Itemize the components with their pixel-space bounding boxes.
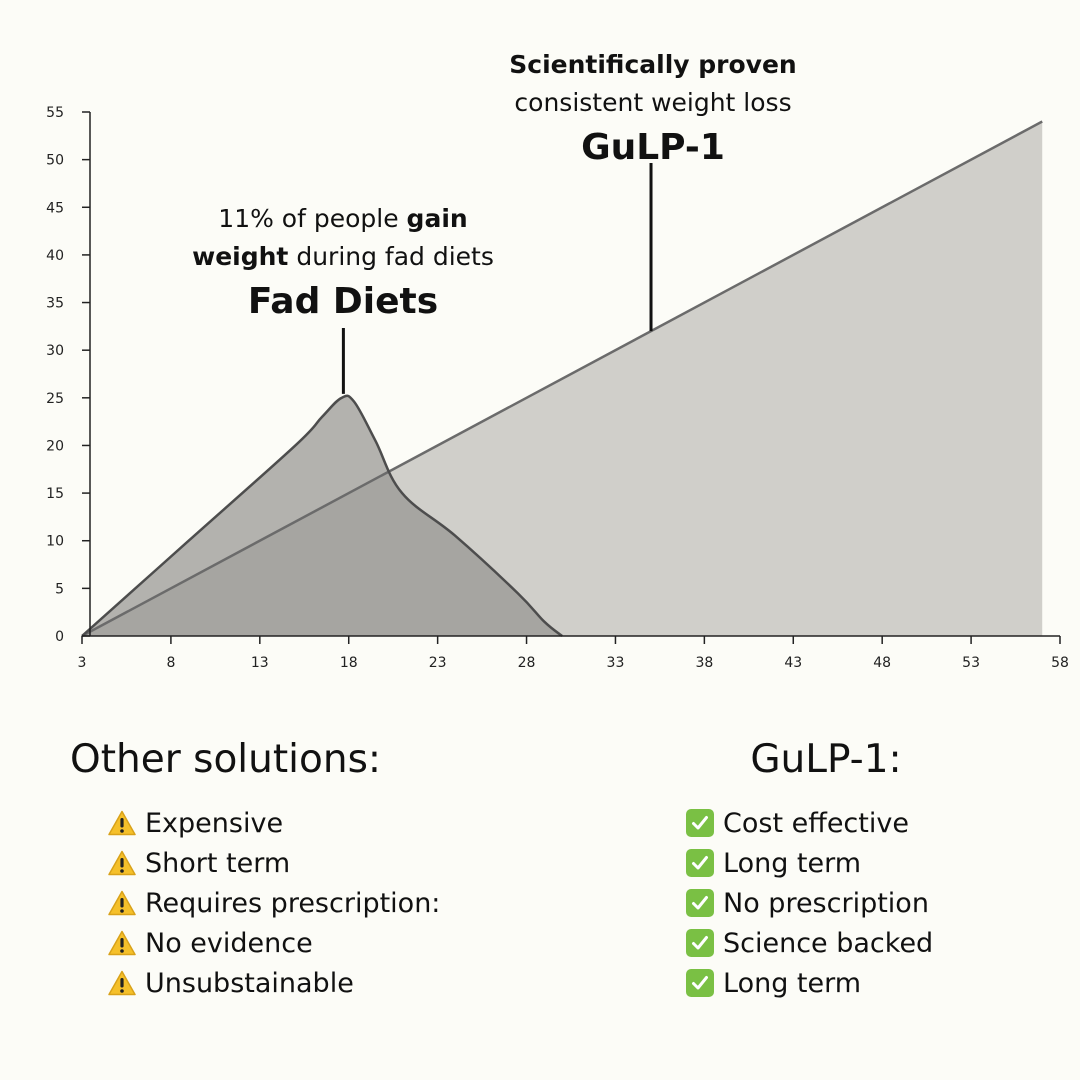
- gulp-benefit-item: Long term: [686, 963, 1000, 1003]
- y-tick-label: 15: [46, 486, 64, 502]
- warning-icon: [108, 890, 136, 916]
- x-tick-label: 3: [78, 655, 87, 671]
- check-icon: [686, 809, 714, 837]
- x-tick-label: 53: [962, 655, 980, 671]
- gulp-benefit-item: No prescription: [686, 883, 1000, 923]
- other-solution-item: Expensive: [108, 803, 440, 843]
- gulp-benefit-item: Long term: [686, 843, 1000, 883]
- y-tick-label: 20: [46, 438, 64, 454]
- other-solution-item-label: Expensive: [145, 807, 284, 839]
- x-tick-label: 58: [1051, 655, 1069, 671]
- y-tick-label: 40: [46, 248, 64, 264]
- overlap-area: [82, 395, 563, 636]
- y-tick-label: 30: [46, 343, 64, 359]
- fad-annotation-line2-bold: weight: [192, 242, 289, 271]
- x-tick-label: 38: [695, 655, 713, 671]
- gulp-annotation-label: GuLP-1: [581, 127, 725, 168]
- fad-diets-line: [81, 394, 563, 637]
- gulp-benefits-list: Cost effective Long term No prescription Sc…: [660, 803, 1000, 1003]
- fad-annotation-line1-pre: 11% of people: [218, 204, 407, 233]
- fad-annotation-line2-post: during fad diets: [288, 242, 494, 271]
- fad-annotation: 11% of people gain weight during fad die…: [143, 200, 543, 326]
- x-tick-label: 8: [166, 655, 175, 671]
- warning-icon: [108, 930, 136, 956]
- other-solution-item: Short term: [108, 843, 440, 883]
- warning-icon: [108, 810, 136, 836]
- x-tick-label: 13: [251, 655, 269, 671]
- y-tick-label: 50: [46, 153, 64, 169]
- other-solutions-list: Expensive Short term Requires prescription…: [70, 803, 440, 1003]
- fad-annotation-line1-bold: gain: [406, 204, 468, 233]
- y-tick-label: 45: [46, 200, 64, 216]
- x-tick-label: 28: [518, 655, 536, 671]
- other-solution-item-label: Requires prescription:: [145, 887, 441, 919]
- gulp-benefit-item: Science backed: [686, 923, 1000, 963]
- other-solution-item-label: Unsubstainable: [145, 967, 354, 999]
- gulp-benefit-item-label: Long term: [723, 967, 862, 999]
- fad-annotation-label: Fad Diets: [247, 281, 439, 322]
- gulp-annotation: Scientifically proven consistent weight …: [453, 46, 853, 172]
- check-icon: [686, 889, 714, 917]
- y-tick-label: 25: [46, 391, 64, 407]
- y-tick-label: 5: [55, 581, 64, 597]
- gulp-benefit-item: Cost effective: [686, 803, 1000, 843]
- gulp-benefit-item-label: Long term: [723, 847, 862, 879]
- x-tick-label: 48: [873, 655, 891, 671]
- other-solutions-title: Other solutions:: [70, 737, 382, 782]
- x-tick-label: 18: [340, 655, 358, 671]
- y-tick-label: 35: [46, 296, 64, 312]
- gulp-benefit-item-label: Science backed: [723, 927, 934, 959]
- y-tick-label: 0: [55, 629, 64, 645]
- gulp-annotation-line1: Scientifically proven: [509, 50, 797, 79]
- gulp-annotation-line2: consistent weight loss: [514, 88, 792, 117]
- other-solutions-panel: Other solutions: Expensive Short term Requ…: [70, 735, 440, 1003]
- other-solution-item-label: Short term: [145, 847, 291, 879]
- gulp-benefits-title: GuLP-1:: [750, 737, 902, 782]
- gulp-line: [81, 120, 1043, 638]
- gulp-benefit-item-label: No prescription: [723, 887, 929, 919]
- x-tick-label: 43: [784, 655, 802, 671]
- gulp-benefits-panel: GuLP-1: Cost effective Long term No prescr…: [660, 735, 1000, 1003]
- other-solution-item: No evidence: [108, 923, 440, 963]
- check-icon: [686, 929, 714, 957]
- y-tick-label: 55: [46, 105, 64, 121]
- x-tick-label: 23: [429, 655, 447, 671]
- other-solution-item: Unsubstainable: [108, 963, 440, 1003]
- check-icon: [686, 849, 714, 877]
- warning-icon: [108, 850, 136, 876]
- other-solution-item-label: No evidence: [145, 927, 313, 959]
- other-solution-item: Requires prescription:: [108, 883, 440, 923]
- warning-icon: [108, 970, 136, 996]
- y-tick-label: 10: [46, 534, 64, 550]
- x-tick-label: 33: [607, 655, 625, 671]
- gulp-benefit-item-label: Cost effective: [723, 807, 909, 839]
- check-icon: [686, 969, 714, 997]
